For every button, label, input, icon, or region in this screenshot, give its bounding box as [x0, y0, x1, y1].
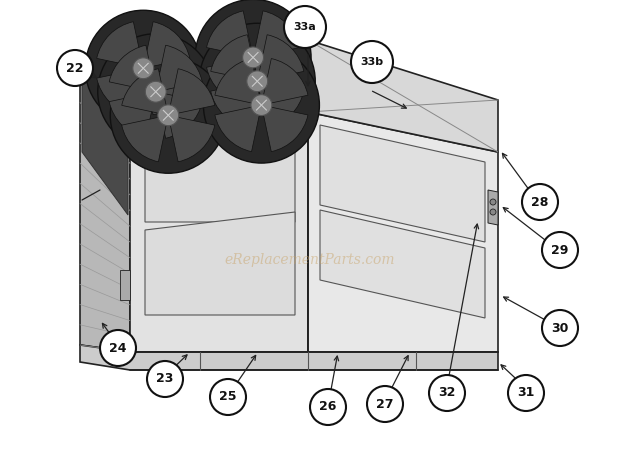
Polygon shape [120, 270, 130, 300]
Circle shape [145, 81, 166, 102]
Text: 28: 28 [531, 196, 549, 209]
Wedge shape [143, 68, 190, 115]
Wedge shape [156, 45, 202, 92]
Circle shape [57, 50, 93, 86]
Wedge shape [97, 22, 143, 68]
Wedge shape [262, 59, 308, 105]
Wedge shape [122, 69, 168, 115]
Polygon shape [320, 210, 485, 318]
Text: 24: 24 [109, 342, 126, 354]
Wedge shape [257, 81, 304, 128]
Circle shape [98, 34, 214, 150]
Text: 33b: 33b [360, 57, 384, 67]
Circle shape [251, 94, 272, 116]
Circle shape [429, 375, 465, 411]
Circle shape [242, 47, 264, 68]
Polygon shape [82, 75, 128, 215]
Polygon shape [308, 112, 498, 352]
Polygon shape [130, 112, 308, 352]
Wedge shape [97, 68, 143, 115]
Text: 25: 25 [219, 391, 237, 404]
Circle shape [110, 57, 226, 173]
Wedge shape [257, 35, 304, 81]
Polygon shape [80, 345, 498, 370]
Wedge shape [211, 35, 257, 81]
Circle shape [367, 386, 403, 422]
Wedge shape [122, 115, 168, 162]
Polygon shape [145, 122, 295, 222]
Circle shape [100, 330, 136, 366]
Circle shape [247, 71, 268, 92]
Circle shape [210, 379, 246, 415]
Circle shape [508, 375, 544, 411]
Text: 27: 27 [376, 398, 394, 410]
Wedge shape [206, 11, 253, 57]
Circle shape [86, 10, 202, 126]
Text: 29: 29 [551, 243, 569, 257]
Circle shape [147, 361, 183, 397]
Circle shape [490, 199, 496, 205]
Text: 31: 31 [517, 386, 534, 400]
Circle shape [133, 58, 154, 78]
Circle shape [158, 105, 179, 125]
Circle shape [199, 23, 315, 139]
Circle shape [542, 310, 578, 346]
Text: 22: 22 [66, 62, 84, 75]
Circle shape [490, 209, 496, 215]
Wedge shape [215, 59, 262, 105]
Text: eReplacementParts.com: eReplacementParts.com [224, 253, 396, 267]
Wedge shape [262, 105, 308, 152]
Polygon shape [80, 62, 130, 352]
Circle shape [522, 184, 558, 220]
Circle shape [195, 0, 311, 116]
Polygon shape [80, 40, 308, 132]
Polygon shape [488, 190, 498, 225]
Circle shape [284, 6, 326, 48]
Circle shape [203, 47, 319, 163]
Circle shape [351, 41, 393, 83]
Wedge shape [156, 92, 202, 138]
Circle shape [310, 389, 346, 425]
Wedge shape [215, 105, 262, 152]
Wedge shape [206, 57, 253, 104]
Wedge shape [168, 115, 215, 162]
Text: 33a: 33a [294, 22, 316, 32]
Wedge shape [143, 22, 190, 68]
Wedge shape [253, 57, 299, 104]
Wedge shape [211, 81, 257, 128]
Wedge shape [168, 69, 215, 115]
Polygon shape [320, 125, 485, 242]
Text: 23: 23 [156, 373, 174, 385]
Text: 30: 30 [551, 321, 569, 335]
Text: 26: 26 [319, 400, 337, 414]
Wedge shape [109, 45, 156, 92]
Polygon shape [145, 212, 295, 315]
Text: 32: 32 [438, 386, 456, 400]
Circle shape [542, 232, 578, 268]
Wedge shape [253, 11, 299, 57]
Polygon shape [308, 40, 498, 152]
Wedge shape [109, 92, 156, 138]
